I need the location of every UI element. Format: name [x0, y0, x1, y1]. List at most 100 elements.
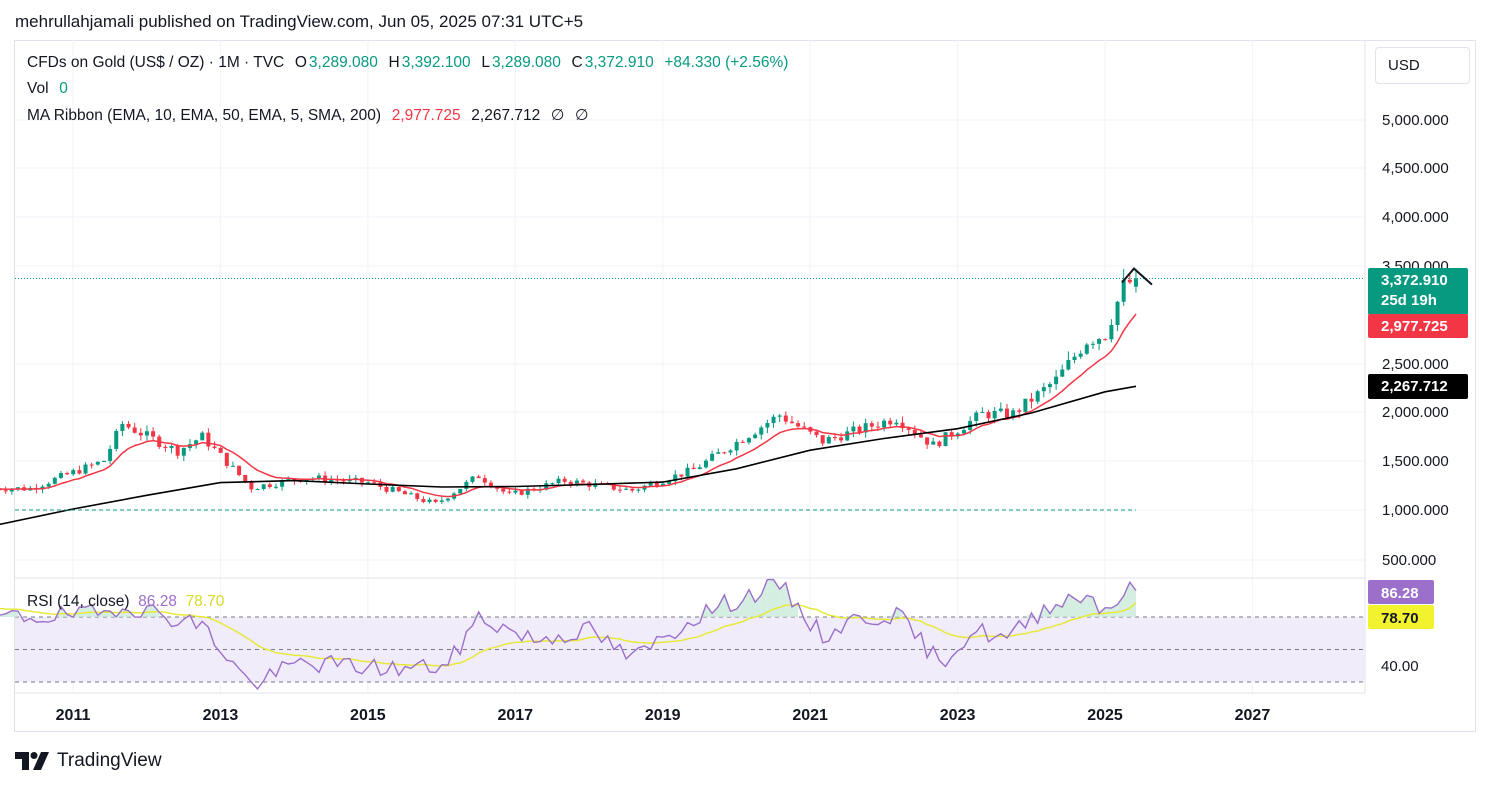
candle-body	[163, 446, 168, 449]
candle-body	[409, 493, 414, 495]
candle-body	[341, 480, 346, 482]
footer[interactable]: TradingView	[15, 750, 162, 772]
candle-body	[1090, 343, 1095, 345]
ma-legend[interactable]: MA Ribbon (EMA, 10, EMA, 50, EMA, 5, SMA…	[27, 106, 591, 125]
rsi-overbought-fill	[1129, 582, 1136, 617]
candle-body	[581, 480, 586, 483]
candle-body	[488, 482, 493, 488]
rsi-ma-line	[0, 602, 1137, 667]
candle-body	[224, 452, 229, 466]
candle-body	[151, 431, 156, 437]
candle-body	[470, 476, 475, 482]
candle-body	[980, 412, 985, 414]
candle-body	[169, 445, 174, 449]
brand-name[interactable]: TradingView	[57, 750, 162, 771]
rsi-ma-badge-text: 78.70	[1381, 610, 1419, 627]
candle-body	[617, 489, 622, 491]
symbol-name[interactable]: CFDs on Gold (US$ / OZ) · 1M · TVC	[27, 54, 285, 71]
vol-value: 0	[59, 80, 68, 97]
high-value: 3,392.100	[401, 54, 471, 71]
rsi-overbought-fill	[1074, 598, 1081, 617]
candle-body	[894, 422, 899, 425]
candle-body	[697, 467, 702, 470]
candle-body	[1011, 410, 1016, 418]
last-price-label-bg	[1368, 268, 1468, 315]
candle-body	[710, 453, 715, 461]
candle-body	[667, 481, 672, 484]
candle-body	[851, 426, 856, 432]
candle-body	[175, 445, 180, 456]
candle-body	[1017, 410, 1022, 412]
low-label: L	[481, 54, 490, 71]
candle-body	[820, 435, 825, 444]
candle-body	[660, 483, 665, 486]
rsi-value-badge-text: 86.28	[1381, 585, 1419, 602]
candle-body	[857, 426, 862, 433]
rsi-scale-label: 40.00	[1381, 658, 1419, 675]
rsi-overbought-fill	[1062, 594, 1069, 617]
candle-body	[390, 487, 395, 492]
price-tick-label: 1,000.000	[1382, 502, 1449, 519]
currency-button[interactable]: USD	[1375, 47, 1470, 84]
ma-value-3: ∅	[550, 107, 565, 124]
candle-body	[1078, 353, 1083, 357]
rsi-title[interactable]: RSI (14, close)	[27, 593, 130, 610]
candle-body	[120, 423, 125, 431]
candle-body	[402, 491, 407, 495]
candle-body	[95, 461, 100, 465]
candle-body	[789, 421, 794, 424]
price-tick-label: 2,500.000	[1382, 356, 1449, 373]
rsi-value-badge	[1368, 580, 1434, 604]
candle-body	[1041, 387, 1046, 392]
candle-body	[691, 467, 696, 470]
time-axis-label: 2021	[792, 707, 828, 724]
publisher-header: mehrullahjamali published on TradingView…	[15, 12, 584, 31]
volume-legend[interactable]: Vol 0	[27, 80, 70, 98]
sma-price-label-text: 2,267.712	[1381, 378, 1448, 395]
ma-label[interactable]: MA Ribbon (EMA, 10, EMA, 50, EMA, 5, SMA…	[27, 107, 382, 124]
symbol-legend[interactable]: CFDs on Gold (US$ / OZ) · 1M · TVC O 3,28…	[27, 54, 790, 72]
candle-body	[839, 437, 844, 441]
candle-body	[255, 488, 260, 490]
candle-body	[230, 465, 235, 467]
candle-body	[925, 437, 930, 445]
candle-body	[439, 500, 444, 502]
candle-body	[108, 448, 113, 461]
candle-body	[1109, 325, 1114, 340]
candle-body	[280, 480, 285, 487]
candle-body	[212, 446, 217, 448]
rsi-overbought-fill	[718, 594, 725, 617]
candle-body	[1060, 369, 1065, 377]
candle-body	[132, 427, 137, 433]
candle-body	[931, 441, 936, 445]
candle-body	[1115, 301, 1120, 326]
candle-body	[126, 423, 131, 428]
tradingview-logo-icon[interactable]	[15, 752, 49, 770]
candle-body	[77, 470, 82, 474]
time-axis-label: 2015	[350, 707, 386, 724]
candle-body	[421, 499, 426, 503]
candle-body	[286, 479, 291, 481]
candle-body	[52, 477, 57, 484]
open-value: 3,289.080	[308, 54, 378, 71]
price-labels: 3,372.910 25d 19h 2,977.725 2,267.712 86.28 7…	[1368, 268, 1468, 629]
vol-label[interactable]: Vol	[27, 80, 49, 97]
rsi-overbought-fill	[1056, 604, 1063, 617]
candle-body	[200, 432, 205, 441]
candle-body	[1066, 360, 1071, 370]
candle-body	[366, 482, 371, 484]
candle-body	[1127, 279, 1132, 283]
rsi-overbought-fill	[779, 582, 786, 617]
rsi-legend[interactable]: RSI (14, close) 86.28 78.70	[27, 593, 224, 611]
candle-body	[329, 479, 334, 483]
price-tick-label: 5,000.000	[1382, 112, 1449, 129]
ema-price-label-bg	[1368, 314, 1468, 338]
last-price-label-text: 25d 19h	[1381, 292, 1437, 309]
candle-body	[101, 460, 106, 462]
rsi-value: 86.28	[138, 593, 177, 610]
candle-body	[826, 437, 831, 444]
candle-body	[273, 486, 278, 488]
candle-body	[1121, 279, 1126, 302]
candle-body	[495, 487, 500, 489]
